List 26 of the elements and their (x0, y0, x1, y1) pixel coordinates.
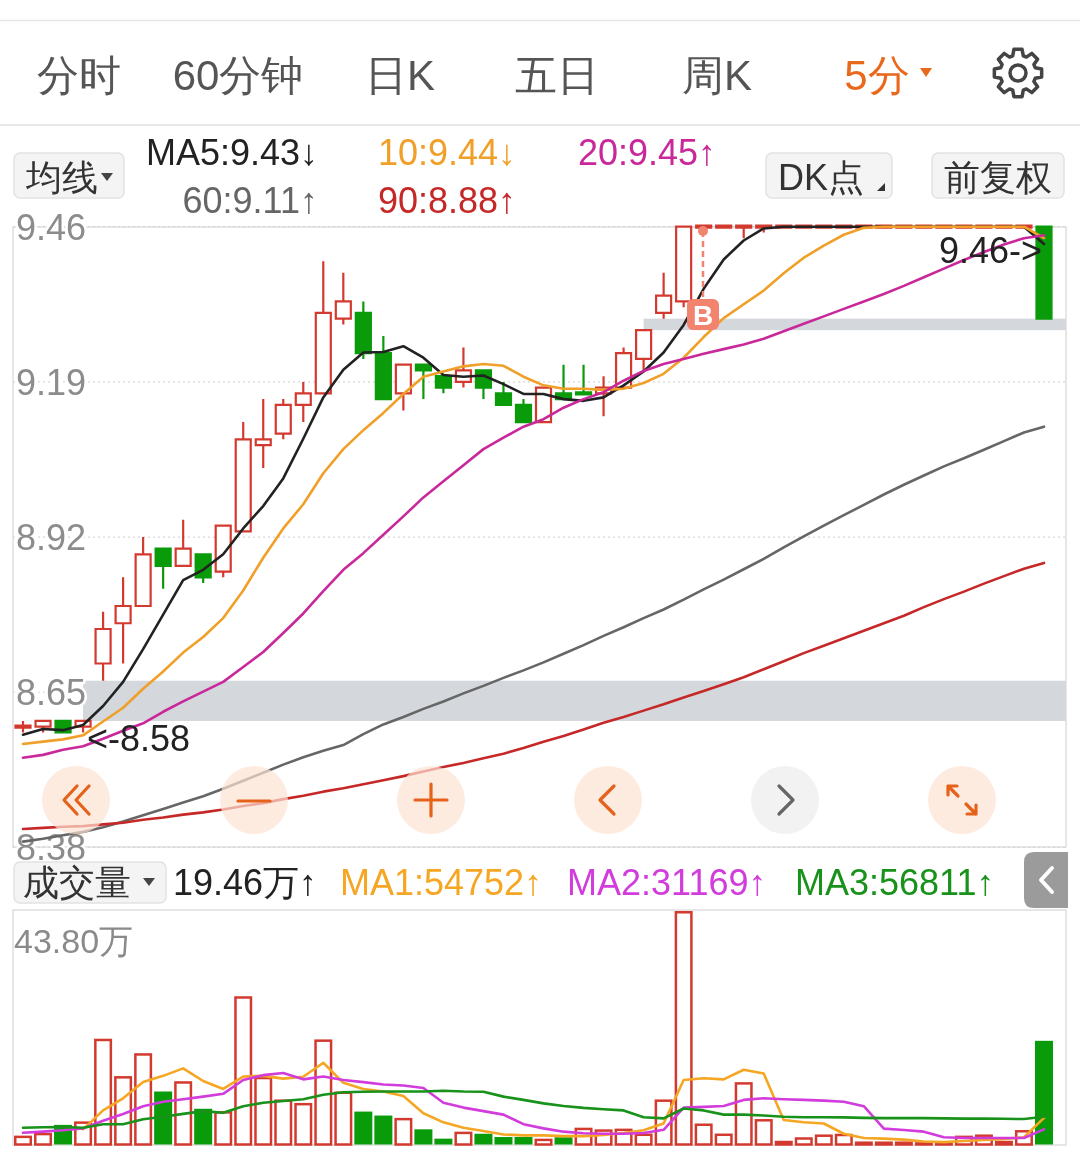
text: 19.46万↑ (173, 861, 318, 903)
annotation: 43.80万 (14, 922, 134, 960)
y-tick-label: 9.19 (16, 361, 87, 403)
annotation: <-8.58 (87, 717, 191, 759)
text: 均线 (25, 156, 98, 198)
text: 60:9.11↑ (182, 179, 318, 221)
text: DK点 (777, 156, 865, 198)
annotation: B (692, 299, 714, 331)
text: 五日 (515, 51, 599, 99)
y-tick-label: 9.46 (16, 206, 87, 248)
text: MA2:31169↑ (567, 861, 767, 903)
text: MA3:56811↑ (795, 861, 995, 903)
text: 60分钟 (172, 51, 304, 99)
text: 分时 (37, 51, 121, 99)
text: MA5:9.43↓ (145, 131, 318, 173)
text: 90:8.88↑ (377, 179, 516, 221)
text: 日K (364, 51, 436, 99)
text: MA1:54752↑ (340, 861, 543, 903)
y-tick-label: 8.65 (16, 671, 87, 713)
y-tick-label: 8.92 (16, 516, 87, 558)
text: 周K (681, 51, 753, 99)
text: 10:9.44↓ (377, 131, 516, 173)
text: 20:9.45↑ (577, 131, 716, 173)
text: 前复权 (944, 156, 1052, 198)
text: 5分 (844, 51, 910, 99)
text: 成交量 (23, 861, 131, 903)
